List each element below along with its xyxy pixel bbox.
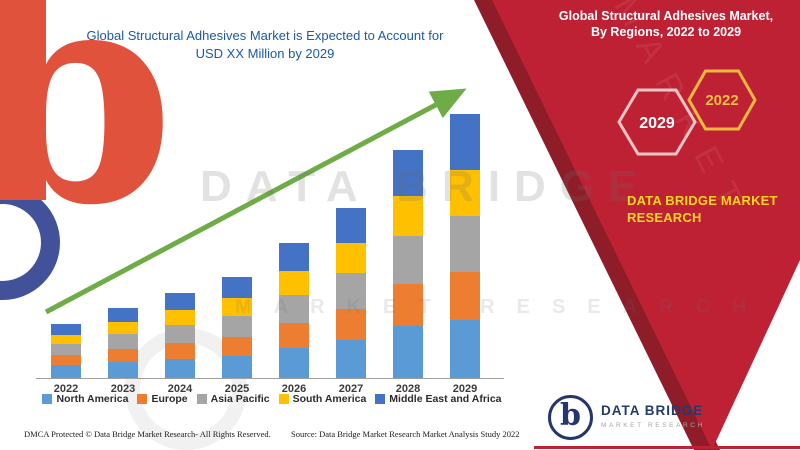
banner-brand-line1: DATA BRIDGE MARKET bbox=[627, 193, 778, 208]
bar-segment-asia-pacific-2029 bbox=[450, 216, 480, 272]
bar-segment-south-america-2029 bbox=[450, 170, 480, 216]
banner-brand-line2: RESEARCH bbox=[627, 210, 702, 225]
bar-segment-middle-east-and-africa-2027 bbox=[336, 208, 366, 243]
bar-segment-middle-east-and-africa-2029 bbox=[450, 114, 480, 170]
chart-legend: North America Europe Asia Pacific South Ame… bbox=[26, 393, 518, 405]
bar-segment-middle-east-and-africa-2026 bbox=[279, 243, 309, 271]
bar-segment-europe-2028 bbox=[393, 284, 423, 326]
legend-label-asia-pacific: Asia Pacific bbox=[210, 393, 270, 405]
bar-segment-north-america-2029 bbox=[450, 320, 480, 378]
legend-label-europe: Europe bbox=[151, 393, 188, 405]
legend-label-south-america: South America bbox=[292, 393, 367, 405]
bar-segment-europe-2023 bbox=[108, 349, 138, 362]
bar-segment-asia-pacific-2023 bbox=[108, 334, 138, 349]
x-axis-label-2029: 2029 bbox=[452, 383, 478, 395]
bar-segment-europe-2029 bbox=[450, 272, 480, 320]
bar-segment-europe-2026 bbox=[279, 323, 309, 348]
banner-brand-text: DATA BRIDGE MARKET RESEARCH bbox=[627, 192, 778, 226]
legend-swatch-south-america bbox=[278, 394, 289, 404]
bar-segment-south-america-2022 bbox=[51, 335, 81, 344]
legend-label-north-america: North America bbox=[56, 393, 129, 405]
x-axis-line bbox=[36, 378, 504, 379]
bar-segment-asia-pacific-2025 bbox=[222, 316, 252, 337]
x-axis-label-2022: 2022 bbox=[53, 383, 79, 395]
dmca-notice: DMCA Protected © Data Bridge Market Rese… bbox=[24, 429, 271, 439]
bar-segment-middle-east-and-africa-2022 bbox=[51, 324, 81, 335]
x-axis-label-2028: 2028 bbox=[395, 383, 421, 395]
bar-segment-asia-pacific-2022 bbox=[51, 344, 81, 355]
bar-segment-middle-east-and-africa-2025 bbox=[222, 277, 252, 298]
bottom-red-divider bbox=[534, 446, 800, 449]
data-bridge-logo: b DATA BRIDGE MARKET RESEARCH bbox=[548, 395, 705, 440]
bar-segment-middle-east-and-africa-2023 bbox=[108, 308, 138, 322]
bar-segment-asia-pacific-2027 bbox=[336, 273, 366, 309]
legend-item-europe: Europe bbox=[137, 393, 188, 405]
legend-swatch-middle-east-and-africa bbox=[375, 394, 386, 404]
bar-segment-north-america-2022 bbox=[51, 365, 81, 378]
x-axis-label-2025: 2025 bbox=[224, 383, 250, 395]
bar-segment-asia-pacific-2024 bbox=[165, 325, 195, 343]
data-bridge-logo-icon: b bbox=[548, 395, 593, 440]
bar-segment-south-america-2025 bbox=[222, 298, 252, 316]
bar-segment-north-america-2028 bbox=[393, 326, 423, 378]
logo-wordmark: DATA BRIDGE MARKET RESEARCH bbox=[601, 403, 705, 429]
bar-segment-north-america-2025 bbox=[222, 356, 252, 378]
bar-segment-europe-2025 bbox=[222, 337, 252, 356]
legend-swatch-asia-pacific bbox=[196, 394, 207, 404]
bar-segment-asia-pacific-2026 bbox=[279, 295, 309, 323]
bar-segment-south-america-2028 bbox=[393, 196, 423, 236]
chart-title-line2: USD XX Million by 2029 bbox=[195, 46, 335, 61]
bar-segment-south-america-2027 bbox=[336, 243, 366, 273]
x-axis-label-2027: 2027 bbox=[338, 383, 364, 395]
logo-subtext: MARKET RESEARCH bbox=[601, 422, 705, 429]
bar-segment-north-america-2023 bbox=[108, 362, 138, 378]
bar-segment-north-america-2024 bbox=[165, 359, 195, 378]
chart-title-line1: Global Structural Adhesives Market is Ex… bbox=[86, 28, 444, 43]
bar-segment-europe-2022 bbox=[51, 355, 81, 365]
banner-title-line1: Global Structural Adhesives Market, bbox=[558, 9, 774, 23]
legend-item-asia-pacific: Asia Pacific bbox=[196, 393, 270, 405]
banner-title-line2: By Regions, 2022 to 2029 bbox=[590, 25, 742, 39]
x-axis-label-2026: 2026 bbox=[281, 383, 307, 395]
bar-segment-north-america-2027 bbox=[336, 340, 366, 378]
legend-swatch-europe bbox=[137, 394, 148, 404]
legend-item-north-america: North America bbox=[42, 393, 128, 405]
bar-segment-middle-east-and-africa-2024 bbox=[165, 293, 195, 310]
legend-item-middle-east-and-africa: Middle East and Africa bbox=[375, 393, 502, 405]
legend-item-south-america: South America bbox=[278, 393, 367, 405]
bar-segment-north-america-2026 bbox=[279, 348, 309, 378]
bar-segment-asia-pacific-2028 bbox=[393, 236, 423, 284]
banner-title: Global Structural Adhesives Market, By R… bbox=[535, 8, 797, 40]
logo-b-glyph: b bbox=[560, 398, 581, 433]
x-axis-label-2024: 2024 bbox=[167, 383, 193, 395]
source-note: Source: Data Bridge Market Research Mark… bbox=[291, 429, 520, 439]
bar-segment-south-america-2026 bbox=[279, 271, 309, 295]
chart-title: Global Structural Adhesives Market is Ex… bbox=[28, 27, 502, 63]
bar-segment-south-america-2024 bbox=[165, 310, 195, 325]
bar-segment-middle-east-and-africa-2028 bbox=[393, 150, 423, 196]
x-axis-label-2023: 2023 bbox=[110, 383, 136, 395]
legend-swatch-north-america bbox=[42, 394, 53, 404]
bar-segment-europe-2027 bbox=[336, 309, 366, 340]
legend-label-middle-east-and-africa: Middle East and Africa bbox=[389, 393, 502, 405]
logo-name: DATA BRIDGE bbox=[601, 403, 704, 418]
bar-segment-south-america-2023 bbox=[108, 322, 138, 334]
bar-segment-europe-2024 bbox=[165, 343, 195, 359]
